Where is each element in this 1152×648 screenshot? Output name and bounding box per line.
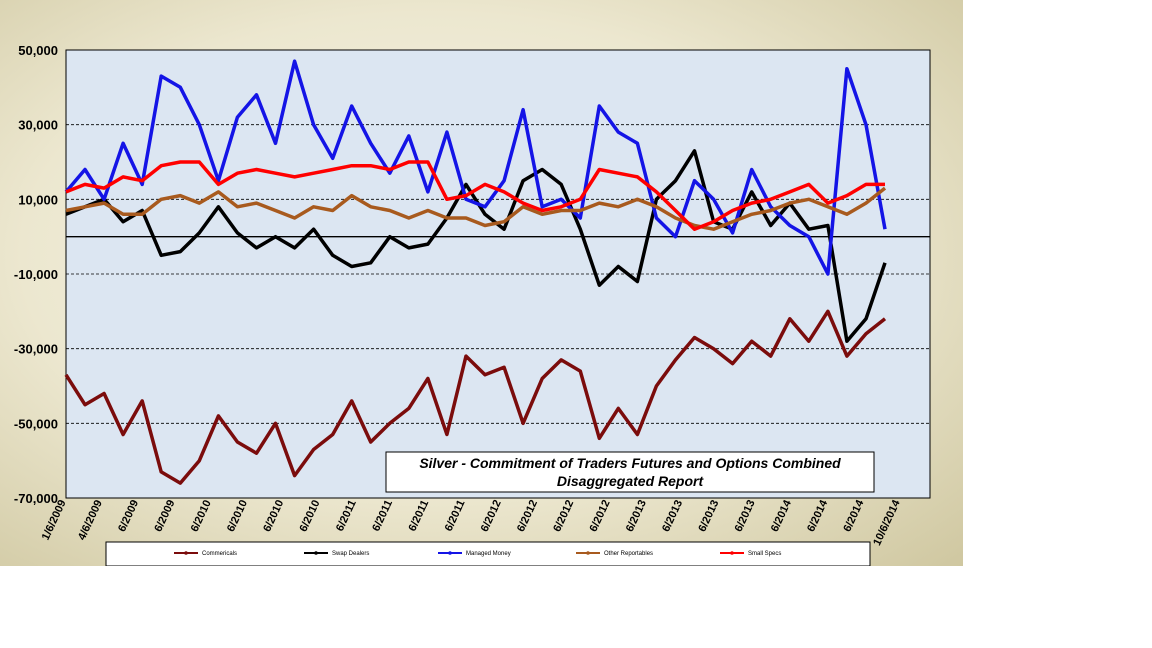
x-tick-label: 6/2012 <box>551 498 576 534</box>
x-tick-label: 6/2010 <box>261 498 286 534</box>
legend-label: Small Specs <box>748 551 781 557</box>
x-tick-label: 6/2012 <box>479 498 504 534</box>
chart-frame: 50,000 30,000 10,000 -10,000 -30,000 -50,000 -… <box>0 0 963 566</box>
y-tick-label: 30,000 <box>18 118 58 133</box>
y-tick-label: 50,000 <box>18 43 58 58</box>
chart-title: Silver - Commitment of Traders Futures a… <box>419 455 841 471</box>
legend-marker <box>586 551 590 555</box>
x-tick-label: 6/2009 <box>152 498 177 534</box>
x-tick-label: 6/2011 <box>334 498 359 533</box>
x-tick-label: 6/2009 <box>116 498 141 534</box>
series-line-commericals <box>64 309 887 485</box>
legend-marker <box>730 551 734 555</box>
x-axis-ticks: 1/6/2009 4/6/2009 6/2009 6/2009 6/2010 6/2010… <box>40 497 903 547</box>
legend: Commericals Swap Dealers Managed Money Othe… <box>105 541 871 566</box>
series-line-swap-dealers <box>65 149 887 343</box>
y-axis-ticks: 50,000 30,000 10,000 -10,000 -30,000 -50,000 -… <box>14 43 58 506</box>
x-tick-label: 6/2012 <box>515 498 540 534</box>
y-tick-label: -10,000 <box>14 267 58 282</box>
x-tick-label: 6/2013 <box>660 498 685 534</box>
legend-label: Other Reportables <box>604 551 653 557</box>
x-tick-label: 6/2014 <box>841 497 866 533</box>
series-lines <box>64 59 887 485</box>
x-tick-label: 6/2010 <box>189 498 214 534</box>
x-tick-label: 4/6/2009 <box>76 498 105 542</box>
chart-subtitle: Disaggregated Report <box>557 473 705 489</box>
x-tick-label: 6/2011 <box>370 498 395 533</box>
y-tick-label: -30,000 <box>14 342 58 357</box>
series-line-other-reportables <box>65 186 887 231</box>
x-tick-label: 6/2012 <box>588 498 613 534</box>
x-tick-label: 6/2013 <box>733 498 758 534</box>
x-tick-label: 6/2013 <box>624 498 649 534</box>
series-line-small-specs <box>65 160 885 231</box>
series-line-managed-money <box>64 59 887 276</box>
title-box: Silver - Commitment of Traders Futures a… <box>385 451 875 493</box>
x-tick-label: 6/2010 <box>225 498 250 534</box>
legend-label: Commericals <box>202 551 237 557</box>
y-tick-label: -70,000 <box>14 491 58 506</box>
x-tick-label: 6/2014 <box>769 497 794 533</box>
x-tick-label: 6/2011 <box>406 498 431 533</box>
y-tick-label: 10,000 <box>18 192 58 207</box>
x-tick-label: 6/2010 <box>297 498 322 534</box>
y-tick-label: -50,000 <box>14 416 58 431</box>
legend-label: Swap Dealers <box>332 551 369 557</box>
legend-marker <box>184 551 188 555</box>
chart-svg: 50,000 30,000 10,000 -10,000 -30,000 -50,000 -… <box>14 43 931 566</box>
x-tick-label: 6/2014 <box>805 497 830 533</box>
x-tick-label: 10/6/2014 <box>871 497 903 547</box>
gridlines <box>66 124 930 424</box>
x-tick-label: 6/2011 <box>443 498 468 533</box>
legend-label: Managed Money <box>466 551 511 557</box>
legend-marker <box>448 551 452 555</box>
legend-marker <box>314 551 318 555</box>
x-tick-label: 6/2013 <box>696 498 721 534</box>
